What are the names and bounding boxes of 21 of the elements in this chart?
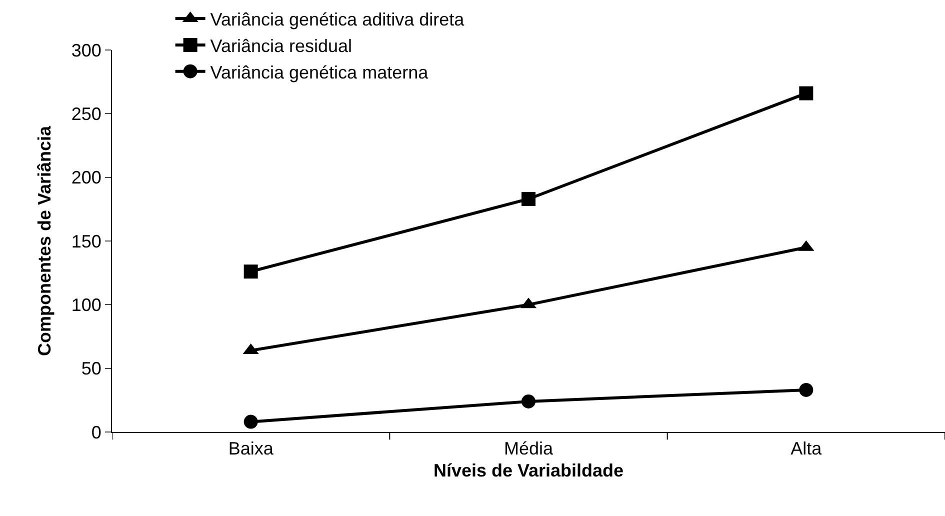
y-tick-label: 150: [71, 231, 102, 252]
x-tick-label: Baixa: [228, 438, 274, 459]
point: [244, 264, 258, 279]
legend-label: Variância residual: [210, 36, 352, 56]
x-tick-label: Alta: [790, 438, 823, 459]
point: [799, 86, 814, 100]
y-tick-label: 200: [71, 168, 102, 188]
legend-label: Variância genética materna: [210, 62, 430, 82]
y-tick-label: 0: [91, 422, 102, 442]
point: [522, 394, 536, 408]
x-axis-title: Níveis de Variabildade: [433, 460, 624, 481]
point: [244, 414, 258, 429]
point: [522, 192, 536, 206]
point: [799, 382, 814, 397]
y-axis-title: Componentes de Variância: [34, 124, 55, 356]
x-tick-label: Média: [504, 438, 554, 459]
y-tick-label: 300: [71, 40, 102, 60]
y-tick-label: 100: [71, 294, 102, 315]
y-tick-label: 50: [81, 358, 102, 379]
legend-label: Variância genética aditiva direta: [210, 10, 466, 30]
y-tick-label: 250: [71, 104, 102, 124]
